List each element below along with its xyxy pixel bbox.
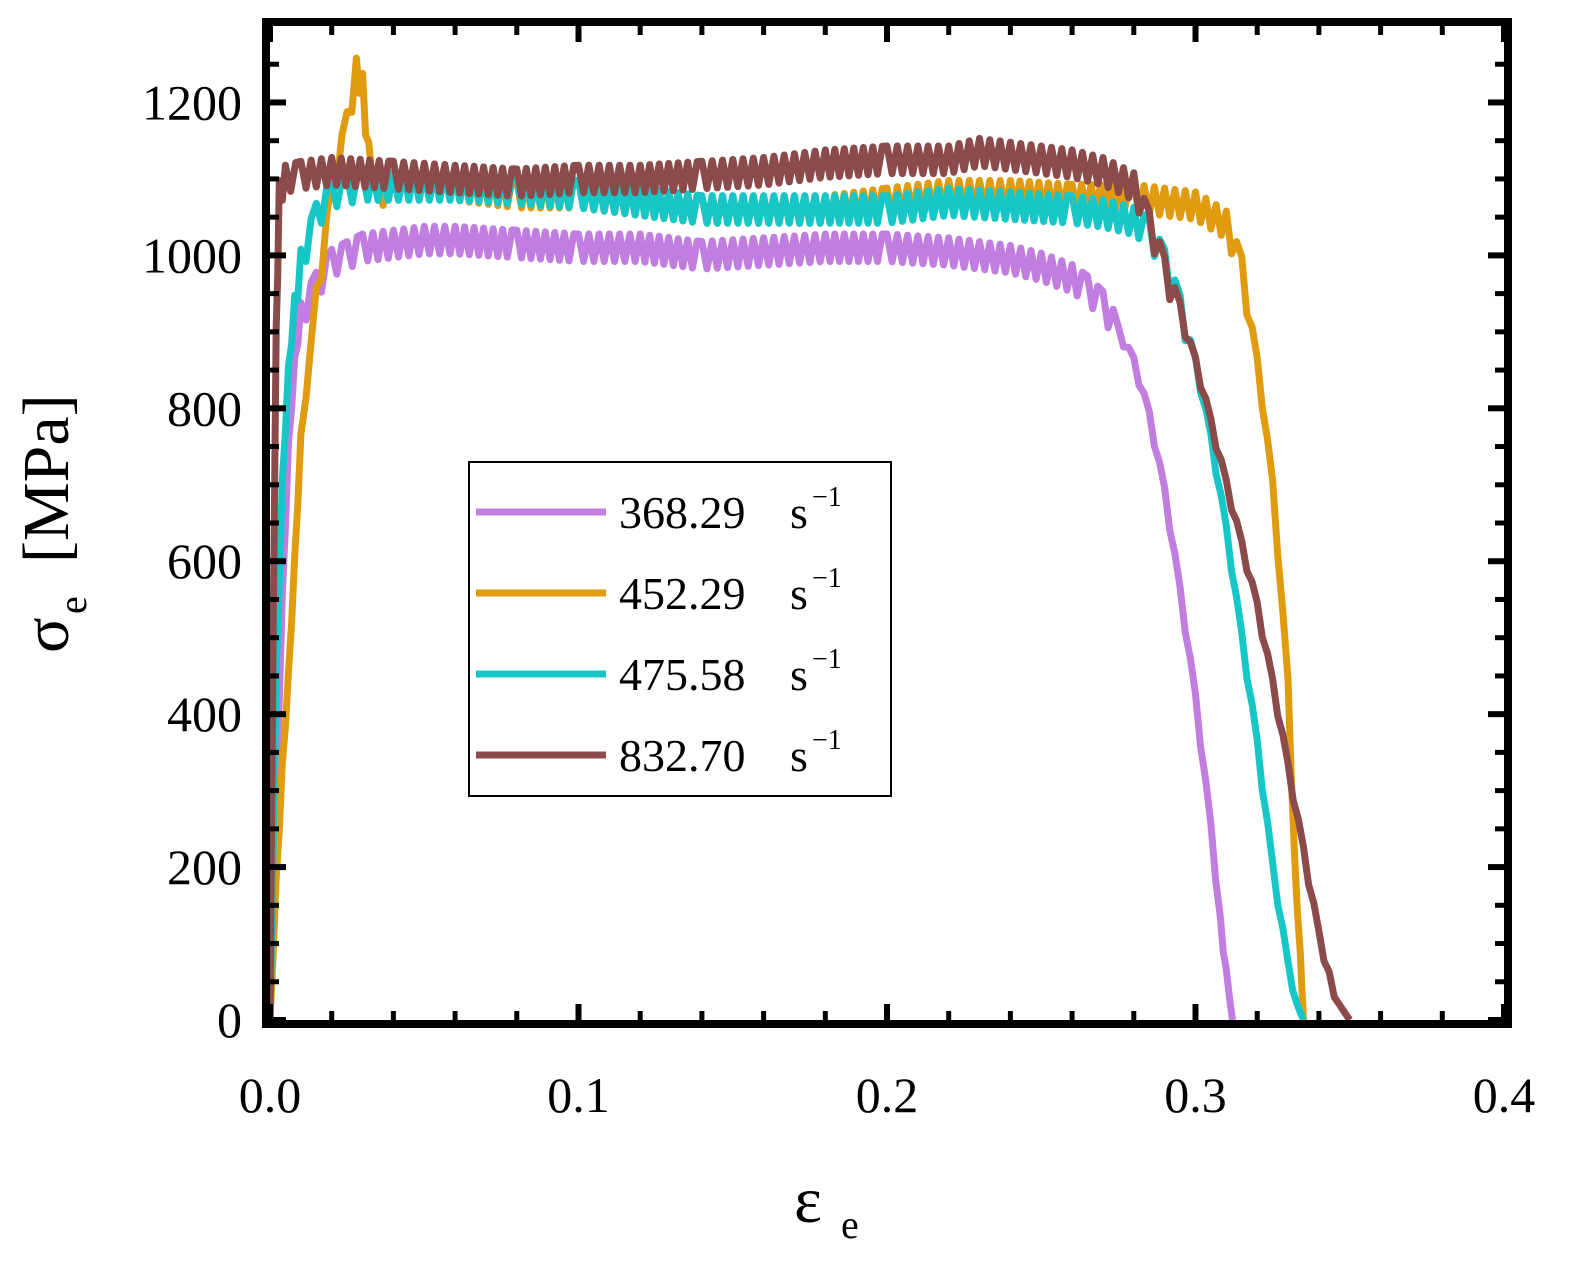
- legend-box: [468, 461, 892, 797]
- y-tick-label-1: 200: [167, 839, 242, 895]
- legend-unit-2: s: [790, 568, 808, 619]
- y-axis-title: σ e [MPa]: [10, 394, 95, 653]
- y-axis-title-unit: [MPa]: [10, 394, 83, 563]
- y-axis-title-subscript: e: [50, 596, 95, 614]
- legend-label-1: 368.29: [619, 487, 746, 538]
- y-tick-label-6: 1200: [142, 74, 242, 130]
- y-tick-label-3: 600: [167, 533, 242, 589]
- plot-frame: [262, 18, 1512, 1028]
- legend-unit-4: s: [790, 730, 808, 781]
- legend-unit-exponent-4: −1: [812, 725, 842, 756]
- legend-unit-exponent-2: −1: [812, 563, 842, 594]
- y-axis-title-main: σ: [10, 617, 83, 653]
- label-layer: 0.0 0.1 0.2 0.3 0.4 0 200 400 600 800 1000 1200: [142, 74, 1535, 1123]
- series-line-4: [266, 134, 1353, 1022]
- series-layer: [266, 54, 1353, 1022]
- x-axis-title: ε e: [794, 1164, 859, 1247]
- x-tick-label-1: 0.1: [547, 1067, 610, 1123]
- x-tick-label-4: 0.4: [1473, 1067, 1536, 1123]
- series-line-3: [266, 169, 1307, 1022]
- legend-unit-exponent-1: −1: [812, 482, 842, 513]
- x-tick-label-3: 0.3: [1164, 1067, 1227, 1123]
- legend-unit-1: s: [790, 487, 808, 538]
- y-tick-label-0: 0: [217, 992, 242, 1048]
- y-tick-label-2: 400: [167, 686, 242, 742]
- x-axis-title-main: ε: [794, 1164, 822, 1237]
- legend-unit-3: s: [790, 649, 808, 700]
- legend-label-3: 475.58: [619, 649, 746, 700]
- series-line-1: [266, 222, 1236, 1021]
- legend-label-4: 832.70: [619, 730, 746, 781]
- x-tick-label-0: 0.0: [239, 1067, 302, 1123]
- legend-unit-exponent-3: −1: [812, 644, 842, 675]
- y-tick-label-4: 800: [167, 380, 242, 436]
- tick-layer: [267, 26, 1507, 1023]
- x-tick-label-2: 0.2: [856, 1067, 919, 1123]
- y-tick-label-5: 1000: [142, 227, 242, 283]
- x-axis-title-subscript: e: [841, 1202, 859, 1247]
- legend-label-2: 452.29: [619, 568, 746, 619]
